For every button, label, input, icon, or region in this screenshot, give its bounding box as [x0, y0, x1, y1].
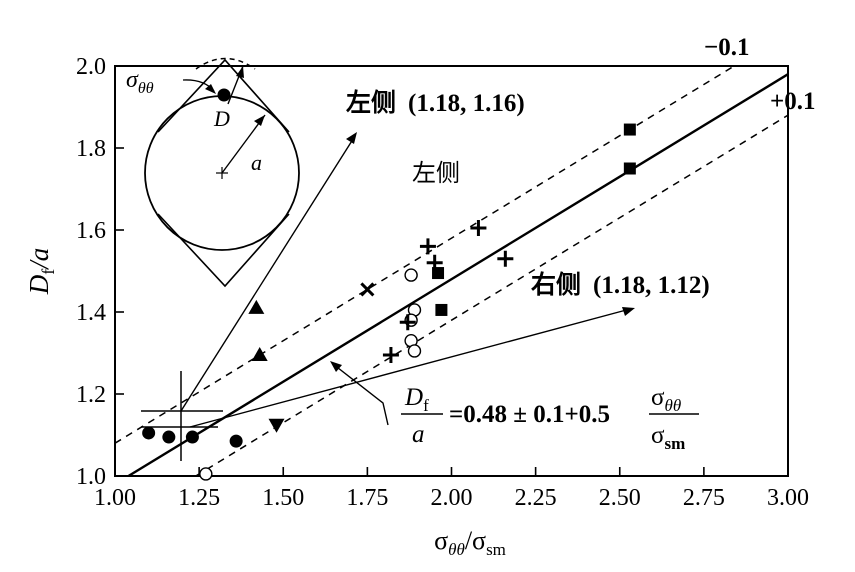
- plus-point: [382, 347, 399, 364]
- right-side-arrow: [189, 308, 631, 428]
- triangle-down-point: [268, 418, 285, 433]
- filled-circle-point: [162, 430, 176, 444]
- filled-circle-point: [185, 430, 199, 444]
- left-side-label: 左侧 (1.18, 1.16): [346, 88, 525, 117]
- axis-tick-labels: 1.00 1.25 1.50 1.75 2.00 2.25 2.50 2.75 3.00 1.0 1…: [76, 54, 809, 511]
- x-tick-label: 3.00: [767, 485, 809, 511]
- left-side-arrow: [180, 135, 356, 412]
- open-circle-point: [407, 344, 422, 358]
- plus-point: [419, 238, 436, 255]
- data-markers: [142, 123, 636, 481]
- square-point: [623, 162, 636, 175]
- filled-circle-point: [142, 426, 156, 440]
- annotations: −0.1 +0.1 左侧 (1.18, 1.16) 左侧 右侧 (1.18, 1.1…: [141, 34, 816, 461]
- band-lower-line: [195, 114, 789, 477]
- y-tick-label: 1.8: [76, 136, 106, 162]
- x-tick-label: 2.25: [515, 485, 557, 511]
- plus-point: [470, 219, 487, 236]
- band-lower-label: +0.1: [770, 88, 816, 115]
- band-upper-label: −0.1: [704, 34, 750, 61]
- fit-equation: Df a =0.48 ± 0.1+0.5 σθθ σsm: [401, 384, 699, 453]
- inset-notch-lower: [157, 213, 290, 288]
- equation-sigma-theta: σθθ: [651, 384, 681, 415]
- right-side-label: 右侧 (1.18, 1.12): [531, 270, 710, 299]
- x-axis-title: σθθ/σsm: [434, 526, 506, 559]
- inset-stress-point: [217, 88, 231, 102]
- fit-line: [127, 73, 789, 478]
- equation-leader-arrowhead: [330, 361, 342, 372]
- triangle-up-point: [251, 347, 268, 362]
- plus-point: [399, 314, 416, 331]
- equation-sigma-sm: σsm: [651, 422, 685, 453]
- left-side-arrowhead: [346, 132, 357, 144]
- right-side-arrowhead: [622, 307, 635, 316]
- square-point: [623, 123, 636, 136]
- y-tick-label: 1.6: [76, 218, 106, 244]
- y-tick-label: 1.2: [76, 382, 106, 408]
- y-tick-label: 1.0: [76, 464, 106, 490]
- inset-d-arrowhead: [236, 66, 244, 78]
- open-circle-point: [199, 467, 213, 481]
- equation-middle: =0.48 ± 0.1+0.5: [449, 401, 610, 428]
- inset-diagram: σθθ D a: [126, 57, 300, 288]
- triangle-up-point: [248, 299, 265, 314]
- left-side-note: 左侧: [412, 159, 460, 187]
- x-tick-label: 1.50: [262, 485, 304, 511]
- x-tick-label: 1.00: [94, 485, 136, 511]
- equation-df: Df: [404, 384, 429, 415]
- inset-d-label: D: [213, 106, 230, 131]
- square-point: [435, 303, 448, 316]
- x-tick-label: 1.25: [178, 485, 220, 511]
- filled-circle-point: [229, 434, 243, 448]
- plus-point: [426, 254, 443, 271]
- equation-a: a: [412, 421, 425, 448]
- x-tick-label: 2.50: [599, 485, 641, 511]
- y-axis-title: Df/a: [24, 248, 58, 296]
- x-tick-label: 2.00: [431, 485, 473, 511]
- x-tick-label: 2.75: [683, 485, 725, 511]
- equation-leader-line: [332, 363, 389, 426]
- open-circle-point: [404, 268, 418, 282]
- y-tick-label: 1.4: [76, 300, 106, 326]
- inset-radius-line: [221, 114, 266, 174]
- plus-point: [497, 250, 514, 267]
- inset-a-label: a: [251, 150, 262, 175]
- inset-radius-arrowhead: [254, 115, 265, 126]
- y-tick-label: 2.0: [76, 54, 106, 80]
- inset-notch-upper: [157, 58, 290, 133]
- inset-sigma-arrowhead: [205, 84, 216, 94]
- inset-dashed-arc: [195, 57, 256, 70]
- inset-sigma-label: σθθ: [126, 67, 154, 97]
- axis-ticks: [114, 65, 789, 477]
- x-tick-label: 1.75: [346, 485, 388, 511]
- cross-point: [360, 282, 375, 297]
